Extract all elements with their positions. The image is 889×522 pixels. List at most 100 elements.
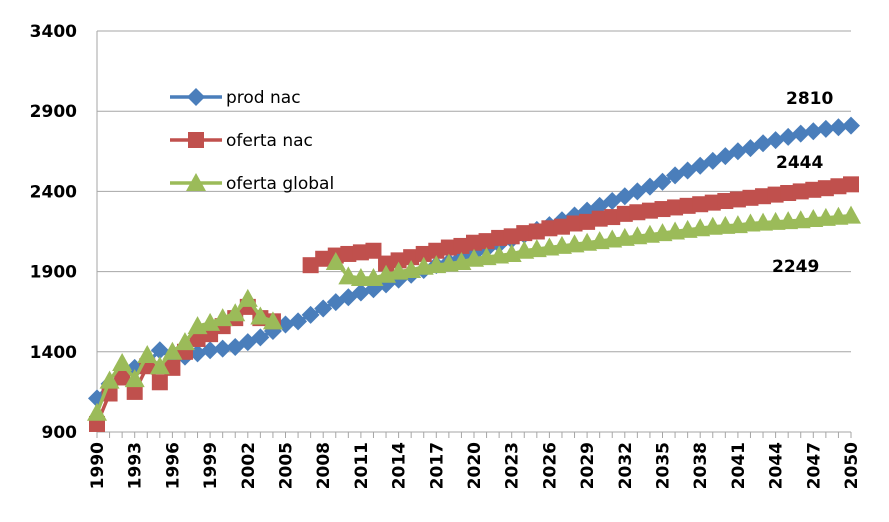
data-point [553,218,570,235]
legend-item: oferta global [170,173,334,194]
data-point [541,220,558,237]
data-point [729,191,746,208]
data-point [629,204,646,221]
data-point [428,242,445,259]
data-point [378,255,395,272]
data-point [149,356,170,375]
data-point [189,330,206,347]
data-point [99,370,120,389]
data-point [841,205,861,224]
data-point [213,339,232,358]
x-tick-label: 1990 [88,442,108,489]
data-point [315,250,332,267]
x-tick-label: 2029 [578,442,598,489]
legend-marker-icon [188,132,204,148]
data-point [654,201,671,218]
data-point [792,183,809,200]
data-point [112,353,133,372]
x-tick-label: 2041 [729,442,749,489]
data-point [225,303,246,322]
data-point [262,311,283,330]
data-point [201,341,220,360]
data-point [301,305,320,324]
data-point [338,266,359,285]
data-point [843,176,859,193]
data-point [528,223,545,240]
series-group [87,116,861,432]
x-tick-label: 2014 [390,442,410,489]
data-point [478,233,495,250]
x-tick-label: 2020 [465,442,485,489]
data-label: 2810 [786,89,833,109]
x-axis-ticks: 1990 1993 1996 1999 2002 2005 2008 2011 2014 2017… [88,432,862,489]
data-point [351,283,370,302]
series-oferta-nac [89,176,859,432]
data-point [641,202,658,219]
data-point [237,288,258,307]
legend-item: prod nac [170,88,301,108]
data-point [162,341,183,360]
legend-marker-icon [187,88,205,106]
data-point [692,196,709,213]
data-point [212,308,233,327]
data-point [325,251,346,270]
data-point [805,181,822,198]
data-point [440,239,457,256]
data-point [126,383,143,400]
x-tick-label: 2035 [654,442,674,489]
data-point [667,199,684,216]
y-tick-label: 1900 [30,263,77,283]
x-tick-label: 2005 [277,442,297,489]
data-point [755,188,772,205]
data-point [174,332,195,351]
x-tick-label: 1999 [201,442,221,489]
series-oferta-global [87,205,861,421]
data-point [728,142,747,161]
data-point [804,122,823,141]
x-tick-label: 2044 [767,442,787,489]
data-point [717,193,734,210]
data-point [829,118,848,137]
data-point [453,237,470,254]
data-point [352,244,369,261]
data-point [466,234,482,251]
legend-marker-icon [186,173,206,191]
y-axis-ticks: 900 1400 1900 2400 2900 3400 [30,22,77,443]
data-point [566,215,583,232]
data-point [679,197,696,214]
y-tick-label: 1400 [30,343,77,363]
x-tick-label: 2038 [691,442,711,489]
data-point [503,228,520,245]
x-tick-label: 2026 [540,442,560,489]
legend-label: oferta nac [226,131,313,151]
data-point [816,119,835,138]
legend-label: oferta global [226,174,334,194]
data-point [591,210,608,227]
x-tick-label: 2047 [804,442,824,489]
data-point [151,374,168,391]
data-point [114,369,131,386]
data-point [842,116,860,135]
data-point [350,268,371,287]
data-point [616,205,633,222]
x-tick-label: 2017 [427,442,447,489]
data-point [817,180,834,197]
data-point [742,189,759,206]
y-tick-label: 2400 [30,182,77,202]
data-point [779,127,798,146]
data-point [365,242,382,259]
data-point [250,306,271,325]
x-tick-label: 2032 [616,442,636,489]
legend: prod nac oferta nac oferta global [170,88,334,194]
data-point [200,312,221,331]
y-tick-label: 2900 [30,102,77,122]
x-tick-label: 2011 [352,442,372,489]
data-point [830,178,847,195]
data-point [87,402,107,421]
x-tick-label: 1996 [163,442,183,489]
data-point [704,194,721,211]
data-point [289,312,308,331]
x-tick-label: 1993 [126,442,146,489]
data-labels: 2810 2444 2249 [772,89,833,277]
data-label: 2444 [776,153,823,173]
